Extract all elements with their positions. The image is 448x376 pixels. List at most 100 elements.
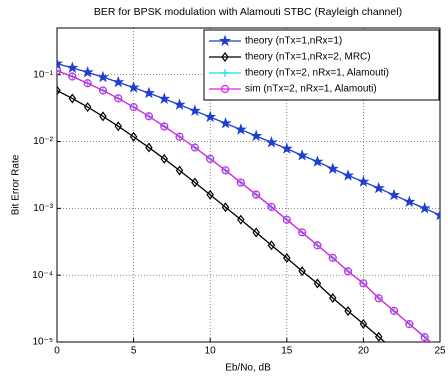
marker (406, 359, 412, 367)
marker (158, 92, 171, 104)
marker (83, 79, 92, 88)
marker (250, 129, 263, 142)
marker (190, 143, 199, 152)
marker (129, 103, 138, 112)
marker (433, 208, 440, 221)
marker (234, 123, 247, 135)
marker (343, 267, 353, 276)
legend-label: theory (nTx=1,nRx=1) (245, 36, 342, 47)
marker (221, 202, 230, 213)
marker (145, 142, 153, 153)
marker (388, 188, 401, 201)
marker (221, 69, 229, 77)
marker (403, 195, 416, 207)
x-tick-label: 15 (281, 346, 293, 357)
marker (218, 34, 232, 47)
legend-label: theory (nTx=2, nRx=1, Alamouti) (245, 68, 389, 79)
marker (160, 122, 169, 131)
axes-box (56, 27, 441, 343)
legend-box (203, 29, 440, 101)
marker (374, 331, 383, 342)
marker (372, 181, 385, 194)
legend-label: sim (nTx=2, nRx=1, Alamouti) (245, 84, 377, 95)
marker (342, 169, 355, 181)
marker (422, 372, 428, 376)
x-axis-label: Eb/No, dB (225, 363, 271, 374)
marker (313, 278, 322, 289)
marker (220, 84, 230, 94)
marker (326, 162, 339, 174)
series-line (57, 89, 386, 342)
marker (57, 66, 61, 75)
marker (265, 136, 278, 148)
marker (57, 57, 64, 69)
x-tick-label: 10 (205, 346, 217, 357)
marker (298, 228, 307, 237)
marker (127, 81, 140, 93)
marker (344, 306, 352, 317)
marker (96, 70, 109, 83)
marker (328, 253, 337, 262)
marker (175, 165, 184, 176)
marker (191, 177, 199, 188)
marker (374, 294, 383, 303)
x-tick-label: 25 (434, 346, 446, 357)
marker (129, 131, 138, 142)
marker (112, 75, 125, 88)
marker (98, 86, 108, 95)
marker (282, 215, 291, 224)
marker (142, 86, 155, 99)
marker (359, 279, 368, 288)
marker (204, 110, 217, 123)
marker (237, 214, 245, 225)
marker (283, 252, 291, 263)
marker (313, 241, 322, 250)
marker (329, 293, 337, 304)
marker (298, 266, 306, 277)
marker (296, 149, 309, 161)
y-tick-label: 10⁻⁴ (32, 270, 53, 281)
y-tick-label: 10⁻⁵ (32, 337, 53, 348)
marker (418, 202, 431, 214)
marker (114, 121, 123, 132)
x-tick-label: 0 (54, 346, 60, 357)
marker (311, 155, 324, 167)
marker (221, 166, 230, 175)
marker (252, 227, 260, 238)
marker (219, 117, 232, 129)
marker (175, 132, 184, 141)
y-tick-label: 10⁻² (33, 136, 53, 147)
y-axis-label: Bit Error Rate (11, 154, 22, 215)
marker (57, 85, 61, 96)
marker (57, 66, 62, 75)
x-tick-label: 5 (131, 346, 137, 357)
chart-title: BER for BPSK modulation with Alamouti ST… (94, 6, 402, 18)
marker (68, 93, 77, 104)
marker (221, 52, 229, 62)
y-tick-label: 10⁻³ (33, 203, 53, 214)
x-tick-label: 20 (358, 346, 370, 357)
marker (280, 142, 293, 154)
marker (391, 346, 397, 354)
marker (99, 111, 107, 122)
marker (114, 94, 123, 103)
legend-label: theory (nTx=1,nRx=2, MRC) (245, 52, 371, 63)
marker (252, 190, 261, 199)
marker (66, 61, 79, 73)
marker (420, 333, 429, 342)
marker (267, 202, 276, 212)
marker (389, 306, 399, 316)
marker (267, 240, 276, 251)
y-tick-label: 10⁻¹ (33, 69, 53, 80)
marker (144, 112, 154, 121)
marker (83, 102, 92, 113)
marker (160, 153, 168, 164)
marker (68, 72, 77, 81)
marker (173, 98, 186, 110)
marker (206, 154, 215, 163)
plot-lines (57, 57, 440, 376)
marker (357, 175, 370, 187)
marker (81, 66, 94, 78)
marker (188, 104, 201, 116)
